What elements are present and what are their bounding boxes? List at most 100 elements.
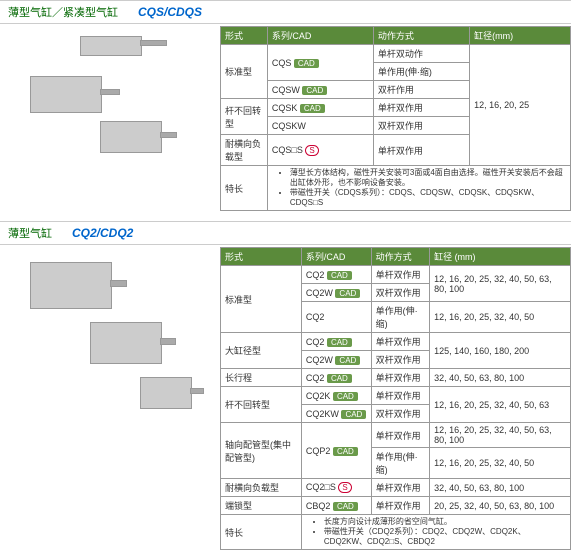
series-link[interactable]: CQ2W xyxy=(306,355,333,365)
th: 动作方式 xyxy=(371,248,429,266)
series-cell: CQ2KW CAD xyxy=(301,405,371,423)
cad-badge[interactable]: CAD xyxy=(327,338,352,347)
title-label-1: 薄型气缸／紧凑型气缸 xyxy=(0,4,118,20)
form-cell: 轴向配管型(集中配管型) xyxy=(221,423,302,479)
features-label: 特长 xyxy=(221,515,302,550)
action-cell: 双杆双作用 xyxy=(371,405,429,423)
form-cell: 长行程 xyxy=(221,369,302,387)
form-cell: 标准型 xyxy=(221,266,302,333)
cad-badge[interactable]: CAD xyxy=(300,104,325,113)
action-cell: 单杆双作用 xyxy=(371,387,429,405)
cad-badge[interactable]: CAD xyxy=(302,86,327,95)
section-cq2: 薄型气缸 CQ2/CDQ2 形式 系列/CAD 动作方式 缸径 (mm) xyxy=(0,221,571,550)
cad-badge[interactable]: CAD xyxy=(294,59,319,68)
cad-badge[interactable]: CAD xyxy=(327,374,352,383)
cad-badge[interactable]: CAD xyxy=(341,410,366,419)
th: 系列/CAD xyxy=(267,27,373,45)
series-link[interactable]: CBQ2 xyxy=(306,501,331,511)
product-image-cq2 xyxy=(0,247,220,550)
series-cell: CQS□S S xyxy=(267,135,373,166)
action-cell: 单杆双作用 xyxy=(371,479,429,497)
series-link[interactable]: CQSKW xyxy=(272,121,306,131)
feature-item: 带磁性开关（CDQ2系列）：CDQ2、CDQ2W、CDQ2K、CDQ2KW、CD… xyxy=(324,527,566,547)
series-link[interactable]: CQ2 xyxy=(306,312,325,322)
series-link[interactable]: CQ2W xyxy=(306,288,333,298)
title-bar-2: 薄型气缸 CQ2/CDQ2 xyxy=(0,221,571,245)
title-bar-1: 薄型气缸／紧凑型气缸 CQS/CDQS xyxy=(0,0,571,24)
bore-cell: 12, 16, 20, 25, 32, 40, 50, 63, 80, 100 xyxy=(430,266,571,302)
th: 系列/CAD xyxy=(301,248,371,266)
series-cell: CQ2 CAD xyxy=(301,369,371,387)
series-link[interactable]: CQ2KW xyxy=(306,409,339,419)
cad-badge[interactable]: CAD xyxy=(335,356,360,365)
bore-cell: 12, 16, 20, 25, 32, 40, 50, 63, 80, 100 xyxy=(430,423,571,448)
bore-cell: 12, 16, 20, 25, 32, 40, 50 xyxy=(430,448,571,479)
cad-badge[interactable]: CAD xyxy=(333,447,358,456)
feature-item: 长度方向设计成薄形的省空间气缸。 xyxy=(324,517,566,527)
cad-badge[interactable]: CAD xyxy=(327,271,352,280)
series-cell: CQP2 CAD xyxy=(301,423,371,479)
title-code-2: CQ2/CDQ2 xyxy=(72,226,133,240)
series-link[interactable]: CQS□S xyxy=(272,145,303,155)
series-cell: CQ2□S S xyxy=(301,479,371,497)
series-cell: CQSK CAD xyxy=(267,99,373,117)
th: 缸径(mm) xyxy=(470,27,571,45)
features-cell: 长度方向设计成薄形的省空间气缸。 带磁性开关（CDQ2系列）：CDQ2、CDQ2… xyxy=(301,515,570,550)
action-cell: 单杆双作用 xyxy=(371,266,429,284)
title-code-1: CQS/CDQS xyxy=(138,5,202,19)
action-cell: 单作用(伸·缩) xyxy=(371,448,429,479)
series-link[interactable]: CQ2 xyxy=(306,270,325,280)
series-cell: CBQ2 CAD xyxy=(301,497,371,515)
title-label-2: 薄型气缸 xyxy=(0,225,52,241)
spec-table-cq2: 形式 系列/CAD 动作方式 缸径 (mm) 标准型 CQ2 CAD 单杆双作用… xyxy=(220,247,571,550)
th: 形式 xyxy=(221,27,268,45)
action-cell: 单作用(伸·缩) xyxy=(373,63,469,81)
cad-badge[interactable]: CAD xyxy=(333,392,358,401)
series-cell: CQS CAD xyxy=(267,45,373,81)
spec-table-cqs: 形式 系列/CAD 动作方式 缸径(mm) 标准型 CQS CAD 单杆双动作 … xyxy=(220,26,571,211)
series-link[interactable]: CQSK xyxy=(272,103,298,113)
bore-cell: 32, 40, 50, 63, 80, 100 xyxy=(430,479,571,497)
action-cell: 单杆双作用 xyxy=(371,423,429,448)
bore-cell: 12, 16, 20, 25 xyxy=(470,45,571,166)
series-link[interactable]: CQP2 xyxy=(306,446,331,456)
form-cell: 端锁型 xyxy=(221,497,302,515)
series-link[interactable]: CQ2□S xyxy=(306,482,336,492)
series-cell: CQ2 xyxy=(301,302,371,333)
action-cell: 单杆双动作 xyxy=(373,45,469,63)
cad-badge[interactable]: CAD xyxy=(333,502,358,511)
form-cell: 大缸径型 xyxy=(221,333,302,369)
form-cell: 杆不回转型 xyxy=(221,99,268,135)
action-cell: 单杆双作用 xyxy=(371,369,429,387)
th: 形式 xyxy=(221,248,302,266)
series-cell: CQ2W CAD xyxy=(301,284,371,302)
th: 动作方式 xyxy=(373,27,469,45)
series-link[interactable]: CQSW xyxy=(272,85,300,95)
th: 缸径 (mm) xyxy=(430,248,571,266)
action-cell: 单杆双作用 xyxy=(371,333,429,351)
series-cell: CQSKW xyxy=(267,117,373,135)
s-badge: S xyxy=(305,145,318,156)
bore-cell: 12, 16, 20, 25, 32, 40, 50 xyxy=(430,302,571,333)
cad-badge[interactable]: CAD xyxy=(335,289,360,298)
bore-cell: 125, 140, 160, 180, 200 xyxy=(430,333,571,369)
series-link[interactable]: CQ2K xyxy=(306,391,331,401)
series-link[interactable]: CQ2 xyxy=(306,373,325,383)
bore-cell: 12, 16, 20, 25, 32, 40, 50, 63 xyxy=(430,387,571,423)
section-cqs: 薄型气缸／紧凑型气缸 CQS/CDQS 形式 系列/CAD 动作方式 缸径(mm… xyxy=(0,0,571,211)
product-image-cqs xyxy=(0,26,220,211)
action-cell: 单作用(伸·缩) xyxy=(371,302,429,333)
features-label: 特长 xyxy=(221,166,268,211)
action-cell: 双杆双作用 xyxy=(371,284,429,302)
series-link[interactable]: CQ2 xyxy=(306,337,325,347)
action-cell: 单杆双作用 xyxy=(373,99,469,117)
form-cell: 耐横向负载型 xyxy=(221,135,268,166)
feature-item: 带磁性开关（CDQS系列）：CDQS、CDQSW、CDQSK、CDQSKW、CD… xyxy=(290,188,566,208)
form-cell: 标准型 xyxy=(221,45,268,99)
action-cell: 双杆双作用 xyxy=(371,351,429,369)
action-cell: 双杆作用 xyxy=(373,81,469,99)
feature-item: 薄型长方体结构，磁性开关安装可3面或4面自由选择。磁性开关安装后不会超出缸体外形… xyxy=(290,168,566,188)
series-link[interactable]: CQS xyxy=(272,58,292,68)
series-cell: CQSW CAD xyxy=(267,81,373,99)
form-cell: 耐横向负载型 xyxy=(221,479,302,497)
